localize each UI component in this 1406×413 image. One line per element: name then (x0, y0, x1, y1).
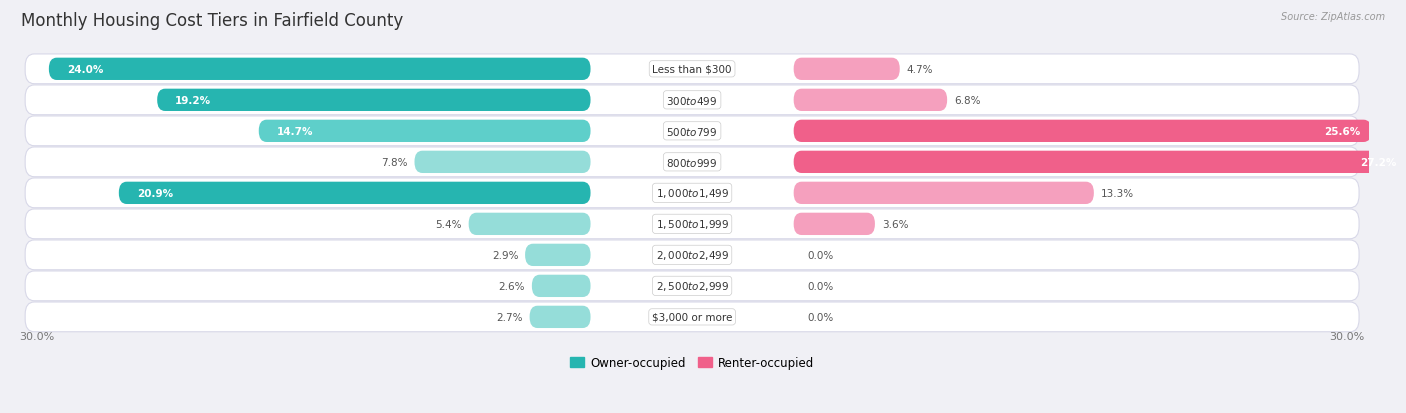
Text: 30.0%: 30.0% (1330, 331, 1365, 341)
FancyBboxPatch shape (25, 302, 1360, 332)
Text: $300 to $499: $300 to $499 (666, 95, 717, 107)
FancyBboxPatch shape (793, 120, 1371, 142)
Text: 19.2%: 19.2% (176, 95, 211, 106)
Text: $2,000 to $2,499: $2,000 to $2,499 (655, 249, 728, 262)
FancyBboxPatch shape (25, 86, 1360, 115)
Text: 0.0%: 0.0% (807, 312, 834, 322)
Text: 27.2%: 27.2% (1360, 157, 1396, 167)
Text: $500 to $799: $500 to $799 (666, 126, 717, 138)
Text: $3,000 or more: $3,000 or more (652, 312, 733, 322)
FancyBboxPatch shape (793, 90, 948, 112)
Text: 25.6%: 25.6% (1324, 126, 1360, 137)
Text: 3.6%: 3.6% (882, 219, 908, 229)
FancyBboxPatch shape (468, 213, 591, 235)
FancyBboxPatch shape (25, 240, 1360, 270)
FancyBboxPatch shape (25, 209, 1360, 239)
FancyBboxPatch shape (793, 59, 900, 81)
FancyBboxPatch shape (25, 116, 1360, 146)
FancyBboxPatch shape (120, 182, 591, 204)
Text: Monthly Housing Cost Tiers in Fairfield County: Monthly Housing Cost Tiers in Fairfield … (21, 12, 404, 30)
FancyBboxPatch shape (25, 271, 1360, 301)
Text: 2.9%: 2.9% (492, 250, 519, 260)
FancyBboxPatch shape (49, 59, 591, 81)
FancyBboxPatch shape (25, 55, 1360, 85)
Text: $1,000 to $1,499: $1,000 to $1,499 (655, 187, 728, 200)
Text: Less than $300: Less than $300 (652, 65, 733, 75)
FancyBboxPatch shape (259, 120, 591, 142)
Text: 20.9%: 20.9% (136, 188, 173, 198)
FancyBboxPatch shape (415, 151, 591, 173)
Text: $2,500 to $2,999: $2,500 to $2,999 (655, 280, 728, 293)
Text: 2.7%: 2.7% (496, 312, 523, 322)
Text: 6.8%: 6.8% (953, 95, 980, 106)
Text: 2.6%: 2.6% (499, 281, 524, 291)
Text: 0.0%: 0.0% (807, 250, 834, 260)
FancyBboxPatch shape (157, 90, 591, 112)
Text: 14.7%: 14.7% (277, 126, 314, 137)
Text: 7.8%: 7.8% (381, 157, 408, 167)
Text: 0.0%: 0.0% (807, 281, 834, 291)
Text: 24.0%: 24.0% (67, 65, 103, 75)
FancyBboxPatch shape (524, 244, 591, 266)
Text: 30.0%: 30.0% (20, 331, 55, 341)
FancyBboxPatch shape (25, 178, 1360, 208)
Legend: Owner-occupied, Renter-occupied: Owner-occupied, Renter-occupied (565, 351, 818, 374)
FancyBboxPatch shape (531, 275, 591, 297)
Text: 5.4%: 5.4% (436, 219, 463, 229)
FancyBboxPatch shape (793, 213, 875, 235)
FancyBboxPatch shape (25, 147, 1360, 177)
FancyBboxPatch shape (530, 306, 591, 328)
Text: $800 to $999: $800 to $999 (666, 157, 717, 169)
FancyBboxPatch shape (793, 182, 1094, 204)
FancyBboxPatch shape (793, 151, 1406, 173)
Text: $1,500 to $1,999: $1,500 to $1,999 (655, 218, 728, 231)
Text: 4.7%: 4.7% (907, 65, 934, 75)
Text: Source: ZipAtlas.com: Source: ZipAtlas.com (1281, 12, 1385, 22)
Text: 13.3%: 13.3% (1101, 188, 1133, 198)
